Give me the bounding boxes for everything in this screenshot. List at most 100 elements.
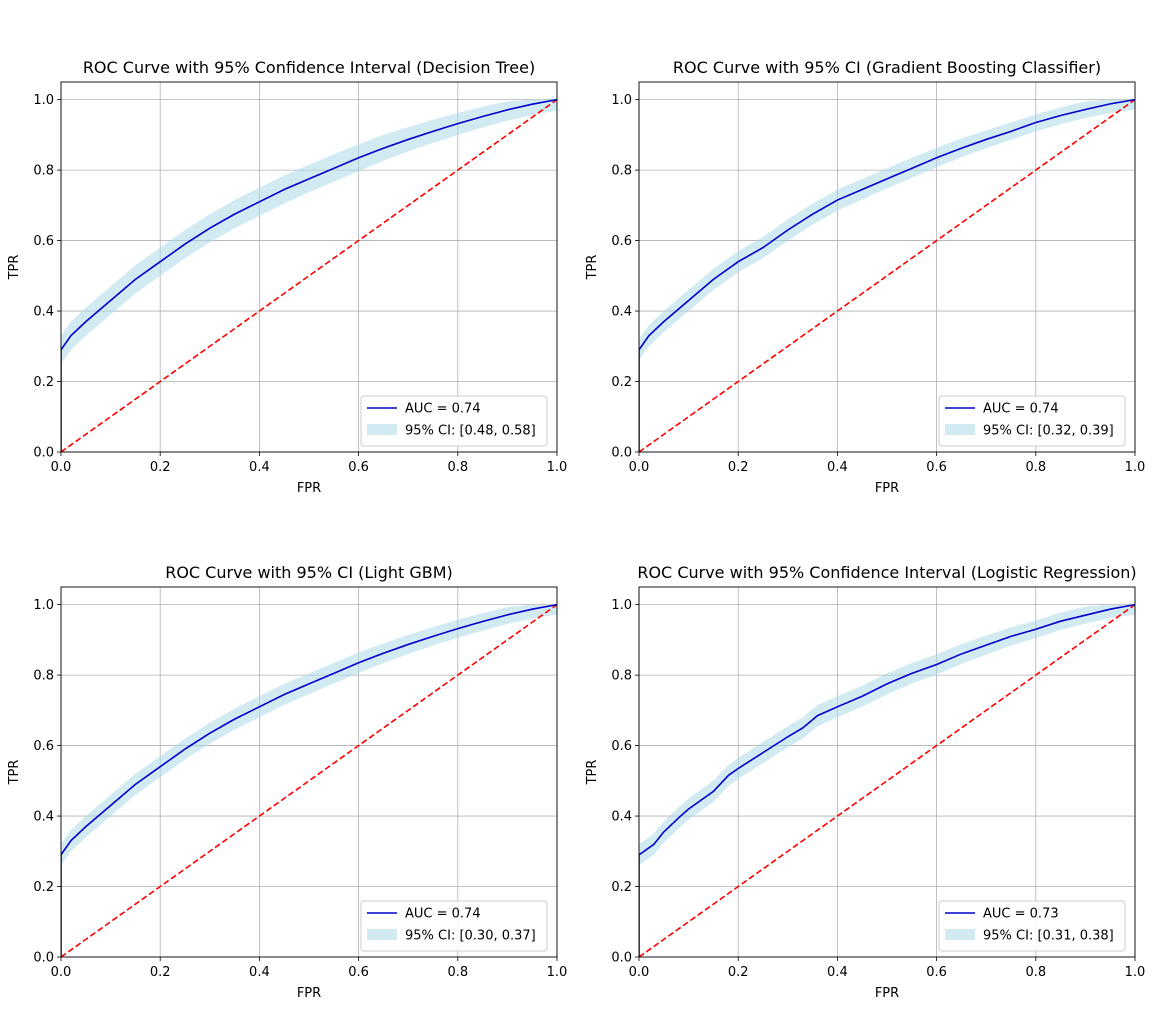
legend-label-auc: AUC = 0.74 — [405, 907, 481, 922]
y-tick-label: 0.4 — [33, 305, 54, 320]
y-axis-label: TPR — [7, 760, 22, 786]
y-tick-label: 1.0 — [33, 598, 54, 613]
ci-band — [639, 604, 1135, 957]
y-tick-label: 0.0 — [611, 951, 632, 966]
x-tick-label: 0.8 — [447, 965, 468, 980]
roc-curve — [61, 98, 557, 452]
y-tick-label: 0.6 — [611, 234, 632, 249]
y-tick-label: 0.8 — [33, 669, 54, 684]
x-tick-label: 0.2 — [150, 460, 171, 475]
x-tick-label: 0.0 — [629, 965, 650, 980]
y-tick-label: 0.2 — [33, 375, 54, 390]
plot-area — [639, 98, 1135, 452]
x-tick-label: 0.2 — [728, 965, 749, 980]
legend: AUC = 0.74 95% CI: [0.48, 0.58] — [360, 395, 548, 447]
y-tick-label: 0.0 — [611, 446, 632, 461]
x-tick-label: 1.0 — [1125, 460, 1146, 475]
legend-box — [938, 395, 1126, 447]
ci-band — [639, 99, 1135, 452]
roc-curve — [639, 98, 1135, 452]
legend-label-ci: 95% CI: [0.30, 0.37] — [405, 929, 536, 944]
legend: AUC = 0.74 95% CI: [0.30, 0.37] — [360, 900, 548, 952]
chance-diagonal-line — [61, 98, 557, 452]
ci-band — [61, 99, 557, 452]
plot-area — [61, 603, 557, 957]
chart-title: ROC Curve with 95% Confidence Interval (… — [83, 58, 535, 77]
legend: AUC = 0.73 95% CI: [0.31, 0.38] — [938, 900, 1126, 952]
legend-box — [360, 900, 548, 952]
x-axis-label: FPR — [297, 481, 321, 496]
y-tick-label: 0.2 — [33, 880, 54, 895]
legend-label-auc: AUC = 0.74 — [983, 402, 1059, 417]
legend-label-ci: 95% CI: [0.32, 0.39] — [983, 424, 1114, 439]
x-axis-label: FPR — [297, 986, 321, 1001]
y-tick-label: 0.0 — [33, 446, 54, 461]
legend-label-auc: AUC = 0.74 — [405, 402, 481, 417]
legend: AUC = 0.74 95% CI: [0.32, 0.39] — [938, 395, 1126, 447]
axes-frame — [638, 586, 1136, 958]
x-tick-label: 0.2 — [728, 460, 749, 475]
chart-title: ROC Curve with 95% CI (Light GBM) — [165, 563, 453, 582]
y-tick-label: 0.6 — [611, 739, 632, 754]
axes-frame — [60, 81, 558, 453]
y-tick-label: 0.6 — [33, 234, 54, 249]
legend-label-ci: 95% CI: [0.31, 0.38] — [983, 929, 1114, 944]
y-tick-label: 0.4 — [611, 305, 632, 320]
chart-panel-4: ROC Curve with 95% Confidence Interval (… — [585, 563, 1145, 1001]
x-tick-label: 1.0 — [547, 460, 568, 475]
plot-area — [639, 603, 1135, 957]
y-tick-label: 1.0 — [611, 598, 632, 613]
chance-diagonal-line — [61, 603, 557, 957]
x-tick-label: 0.8 — [447, 460, 468, 475]
chance-diagonal-line — [639, 98, 1135, 452]
plot-area — [61, 98, 557, 452]
legend-swatch-band — [367, 424, 397, 435]
x-tick-label: 0.6 — [348, 460, 369, 475]
legend-swatch-band — [945, 424, 975, 435]
y-tick-label: 0.8 — [611, 669, 632, 684]
x-tick-label: 0.0 — [629, 460, 650, 475]
legend-box — [360, 395, 548, 447]
legend-swatch-band — [945, 929, 975, 940]
y-tick-label: 0.6 — [33, 739, 54, 754]
axes-frame — [638, 81, 1136, 453]
x-tick-label: 0.6 — [926, 965, 947, 980]
ci-band — [61, 604, 557, 957]
x-axis-label: FPR — [875, 986, 899, 1001]
x-tick-label: 1.0 — [547, 965, 568, 980]
x-tick-label: 0.4 — [827, 460, 848, 475]
axes-frame — [60, 586, 558, 958]
y-tick-label: 0.8 — [611, 164, 632, 179]
legend-box — [938, 900, 1126, 952]
y-axis-label: TPR — [585, 760, 600, 786]
x-tick-label: 0.4 — [249, 460, 270, 475]
x-axis-label: FPR — [875, 481, 899, 496]
x-tick-label: 0.4 — [249, 965, 270, 980]
y-tick-label: 0.4 — [611, 810, 632, 825]
chart-title: ROC Curve with 95% Confidence Interval (… — [637, 563, 1136, 582]
x-tick-label: 0.0 — [51, 460, 72, 475]
x-tick-label: 0.6 — [926, 460, 947, 475]
roc-curve — [61, 603, 557, 957]
y-axis-label: TPR — [585, 255, 600, 281]
x-tick-label: 0.0 — [51, 965, 72, 980]
y-tick-label: 1.0 — [33, 93, 54, 108]
x-tick-label: 1.0 — [1125, 965, 1146, 980]
y-tick-label: 0.2 — [611, 375, 632, 390]
legend-label-ci: 95% CI: [0.48, 0.58] — [405, 424, 536, 439]
legend-swatch-band — [367, 929, 397, 940]
x-tick-label: 0.4 — [827, 965, 848, 980]
chart-panel-3: ROC Curve with 95% CI (Light GBM) 0.00.0 0… — [7, 563, 567, 1001]
x-tick-label: 0.6 — [348, 965, 369, 980]
chance-diagonal-line — [639, 603, 1135, 957]
chart-panel-1: ROC Curve with 95% Confidence Interval (… — [7, 58, 567, 496]
y-tick-label: 1.0 — [611, 93, 632, 108]
legend-label-auc: AUC = 0.73 — [983, 907, 1059, 922]
x-tick-label: 0.8 — [1025, 965, 1046, 980]
x-tick-label: 0.2 — [150, 965, 171, 980]
chart-title: ROC Curve with 95% CI (Gradient Boosting… — [673, 58, 1101, 77]
chart-panel-2: ROC Curve with 95% CI (Gradient Boosting… — [585, 58, 1145, 496]
y-tick-label: 0.4 — [33, 810, 54, 825]
y-tick-label: 0.8 — [33, 164, 54, 179]
